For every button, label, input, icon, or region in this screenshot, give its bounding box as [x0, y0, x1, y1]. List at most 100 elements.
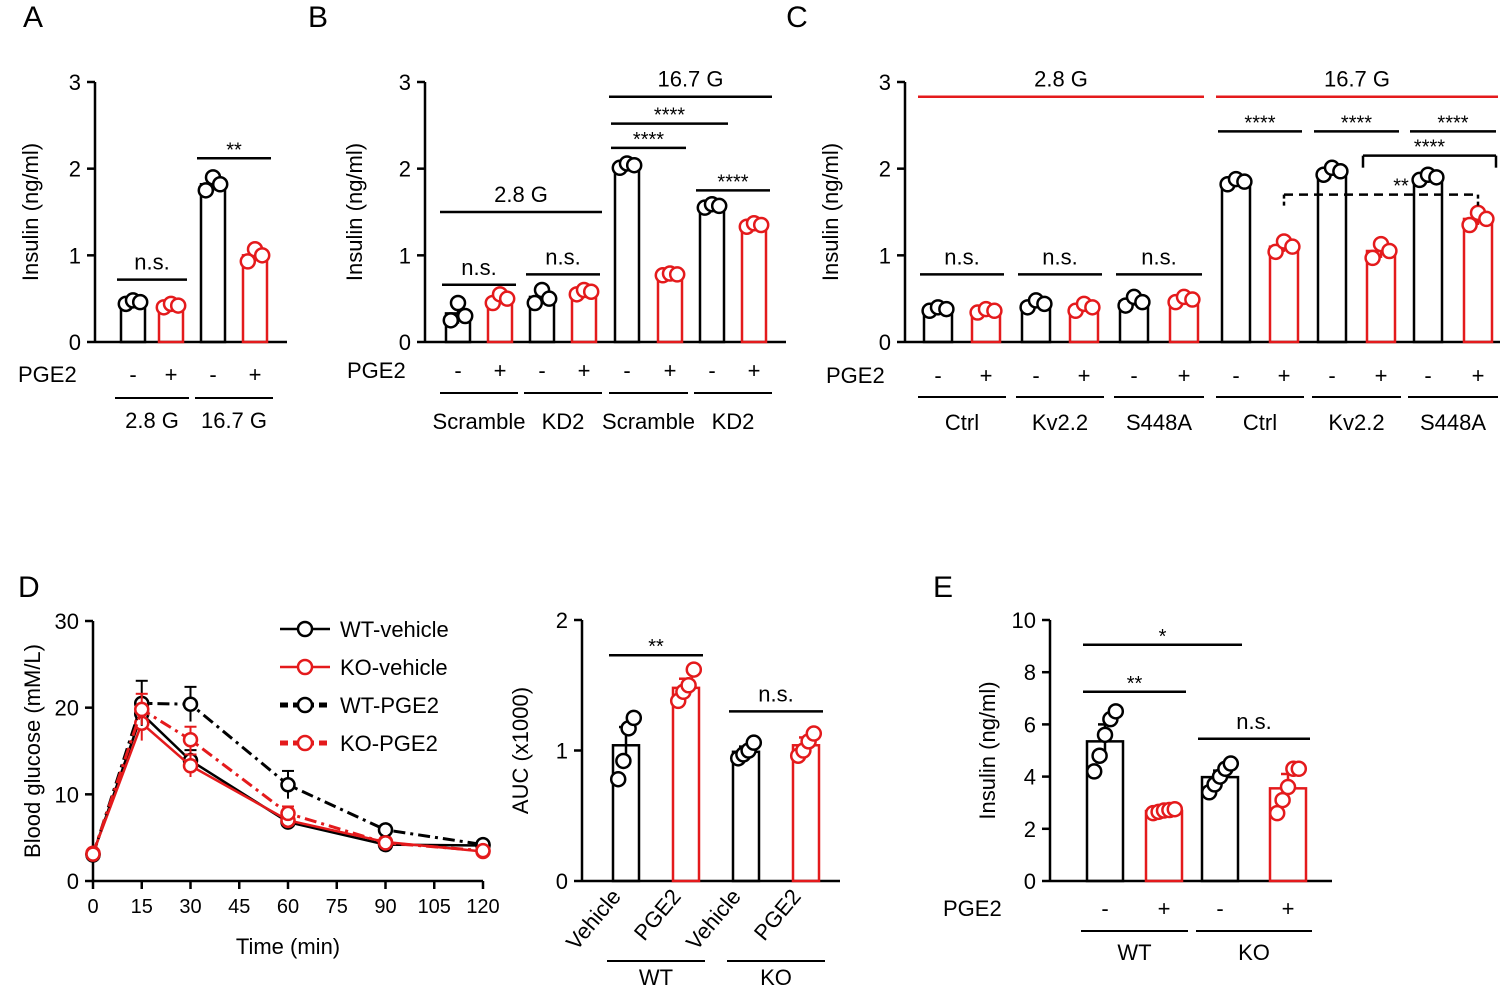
data-point [1428, 169, 1445, 186]
data-point [540, 290, 558, 307]
x-tick-label: 105 [418, 896, 451, 918]
pge2-sign: + [249, 362, 262, 387]
group-label: S448A [1420, 410, 1486, 435]
significance-label: n.s. [1042, 244, 1077, 269]
data-point [182, 757, 199, 774]
data-point [280, 777, 296, 793]
y-tick-label: 10 [55, 782, 79, 807]
pge2-sign: + [1078, 363, 1091, 388]
legend-label: KO-vehicle [340, 655, 448, 680]
group-label: KD2 [542, 409, 585, 434]
data-point [1107, 703, 1125, 720]
bar [199, 183, 227, 344]
panel-label: E [933, 571, 953, 604]
significance-label: **** [717, 171, 748, 193]
data-point [1222, 755, 1240, 772]
legend-label: KO-PGE2 [340, 731, 438, 756]
pge2-row-label: PGE2 [347, 358, 406, 383]
x-tick-label: 30 [179, 896, 201, 918]
panel-b: B Insulin (ng/ml) 0 1 2 3 - + - + - + - + PGE2 Scramble… [308, 1, 786, 434]
panel-d-line: D Blood glucose (mM/L) Time (min) 0 10 20 30 0 1… [18, 571, 500, 959]
significance-label: n.s. [134, 250, 169, 275]
panel-a: A Insulin (ng/ml) 0 1 2 3 - + - + PGE2 2.8 G 16.7 G n… [18, 1, 287, 433]
pge2-sign: + [1278, 363, 1291, 388]
group-label: S448A [1126, 410, 1192, 435]
data-point [280, 805, 296, 822]
group-label: WT [639, 965, 673, 987]
pge2-sign: - [129, 362, 136, 387]
group-label: 2.8 G [125, 408, 179, 433]
x-tick-label: Vehicle [681, 884, 746, 954]
pge2-sign: - [454, 358, 461, 383]
group-label: WT [1117, 940, 1151, 965]
data-point [253, 247, 271, 264]
legend-marker [296, 734, 314, 752]
data-point [752, 216, 770, 234]
pge2-sign: - [934, 363, 941, 388]
significance-label: ** [1393, 176, 1409, 198]
group-label: KD2 [712, 409, 755, 434]
x-tick-label: PGE2 [749, 884, 806, 945]
significance-label: n.s. [758, 681, 793, 706]
significance-label: n.s. [944, 244, 979, 269]
bar [1220, 180, 1252, 344]
y-tick-label: 3 [879, 70, 891, 95]
pge2-sign: - [623, 358, 630, 383]
y-tick-label: 10 [1012, 608, 1036, 633]
y-tick-label: 0 [1024, 869, 1036, 894]
significance-label: n.s. [461, 255, 496, 280]
data-point [710, 197, 728, 215]
data-point [1036, 295, 1053, 313]
bar [1316, 170, 1348, 344]
data-point [442, 312, 460, 329]
pge2-sign: + [1472, 363, 1485, 388]
bar [791, 744, 821, 883]
data-point [685, 661, 703, 678]
y-tick-label: 2 [556, 608, 568, 633]
x-tick-label: 60 [277, 896, 299, 918]
data-point [131, 293, 149, 311]
bar [731, 750, 761, 883]
significance-label: **** [633, 129, 664, 151]
data-point [182, 731, 199, 748]
pge2-sign: - [1101, 896, 1108, 921]
pge2-sign: - [1032, 363, 1039, 388]
y-axis-title: AUC (x1000) [508, 687, 533, 814]
data-point [1267, 243, 1284, 261]
data-point [615, 752, 632, 770]
significance-label: n.s. [1236, 709, 1271, 734]
x-axis-title: Time (min) [236, 934, 340, 959]
bar [1144, 809, 1184, 883]
data-point [1332, 163, 1349, 180]
significance-label: n.s. [545, 244, 580, 269]
data-point [1478, 210, 1495, 228]
y-axis-title: Insulin (ng/ml) [18, 143, 43, 281]
group-label: Scramble [433, 409, 526, 434]
panel-label: C [786, 1, 808, 34]
legend-marker [296, 696, 314, 714]
data-point [1284, 238, 1301, 255]
pge2-sign: - [538, 358, 545, 383]
data-point [668, 266, 686, 283]
data-point [85, 846, 101, 862]
data-point [1381, 242, 1398, 260]
pge2-sign: + [165, 362, 178, 387]
data-point [377, 835, 394, 851]
group-label: Ctrl [945, 410, 979, 435]
panel-label: D [18, 571, 40, 604]
y-axis-title: Blood glucose (mM/L) [20, 644, 45, 858]
data-point [239, 253, 257, 270]
data-point [1085, 763, 1103, 780]
data-point [625, 156, 643, 174]
y-axis-title: Insulin (ng/ml) [342, 143, 367, 281]
data-point [197, 182, 215, 199]
pge2-sign: + [1158, 896, 1171, 921]
pge2-sign: + [748, 358, 761, 383]
y-tick-label: 30 [55, 609, 79, 634]
y-tick-label: 1 [399, 243, 411, 268]
data-point [1279, 778, 1297, 796]
panel-label: A [23, 1, 43, 34]
y-tick-label: 0 [67, 869, 79, 894]
pge2-sign: + [1375, 363, 1388, 388]
